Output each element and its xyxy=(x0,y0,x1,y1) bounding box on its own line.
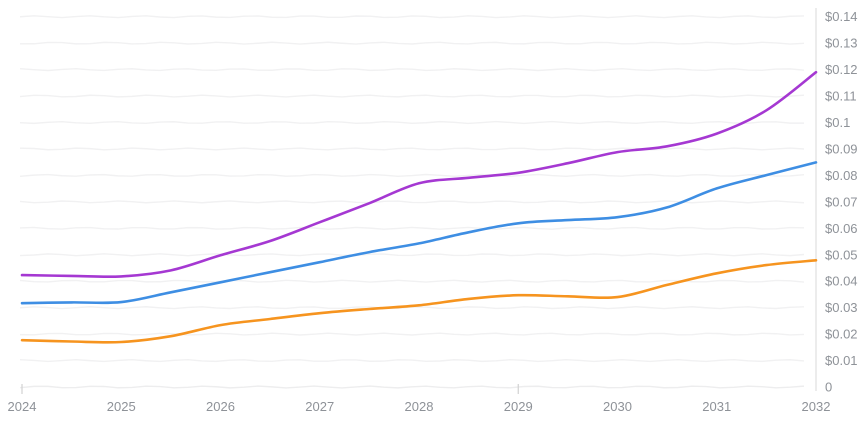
y-axis-label: $0.09 xyxy=(825,141,858,156)
x-axis-label: 2026 xyxy=(206,399,235,414)
grid-line xyxy=(19,94,805,98)
y-axis-label: $0.1 xyxy=(825,115,850,130)
y-axis-label: $0.03 xyxy=(825,300,858,315)
grid-line xyxy=(19,120,805,125)
series-line-purple xyxy=(20,70,818,279)
y-axis-label: $0.08 xyxy=(825,168,858,183)
x-axis-label: 2029 xyxy=(504,399,533,414)
x-axis-label: 2027 xyxy=(305,399,334,414)
y-axis-labels: 0 $0.01 $0.02 $0.03 $0.04 $0.05 $0.06 $0.07 $0.0… xyxy=(825,9,858,394)
y-axis-label: $0.04 xyxy=(825,274,858,289)
x-axis-label: 2030 xyxy=(603,399,632,414)
grid-line xyxy=(19,385,805,389)
y-axis-label: $0.11 xyxy=(825,89,857,104)
y-axis-label: 0 xyxy=(825,380,832,395)
x-axis-label: 2031 xyxy=(702,399,731,414)
grid-line xyxy=(19,200,805,204)
grid-line xyxy=(19,15,805,19)
grid-line xyxy=(19,41,805,45)
grid-line xyxy=(19,358,805,363)
x-axis-labels: 2024 2025 2026 2027 2028 2029 2030 2031 2032 xyxy=(8,399,831,414)
y-axis-label: $0.12 xyxy=(825,62,858,77)
y-axis-label: $0.02 xyxy=(825,327,858,342)
y-axis-label: $0.07 xyxy=(825,194,858,209)
gridlines xyxy=(19,15,805,389)
grid-line xyxy=(19,67,805,72)
y-axis-label: $0.01 xyxy=(825,353,858,368)
series-lines xyxy=(20,70,818,344)
y-axis-label: $0.14 xyxy=(825,9,858,24)
grid-line xyxy=(19,332,805,336)
x-axis-label: 2024 xyxy=(8,399,37,414)
x-axis-label: 2032 xyxy=(802,399,831,414)
grid-line xyxy=(19,173,805,178)
series-line-blue xyxy=(20,161,818,305)
y-axis-label: $0.05 xyxy=(825,247,858,262)
y-axis-label: $0.06 xyxy=(825,221,858,236)
grid-line xyxy=(19,279,805,283)
x-tick-marks xyxy=(21,384,519,394)
y-axis-label: $0.13 xyxy=(825,36,858,51)
x-axis-label: 2028 xyxy=(405,399,434,414)
grid-line xyxy=(19,147,805,151)
grid-line xyxy=(19,226,805,230)
series-line-orange xyxy=(20,259,818,344)
grid-line xyxy=(19,253,805,257)
x-axis-label: 2025 xyxy=(107,399,136,414)
